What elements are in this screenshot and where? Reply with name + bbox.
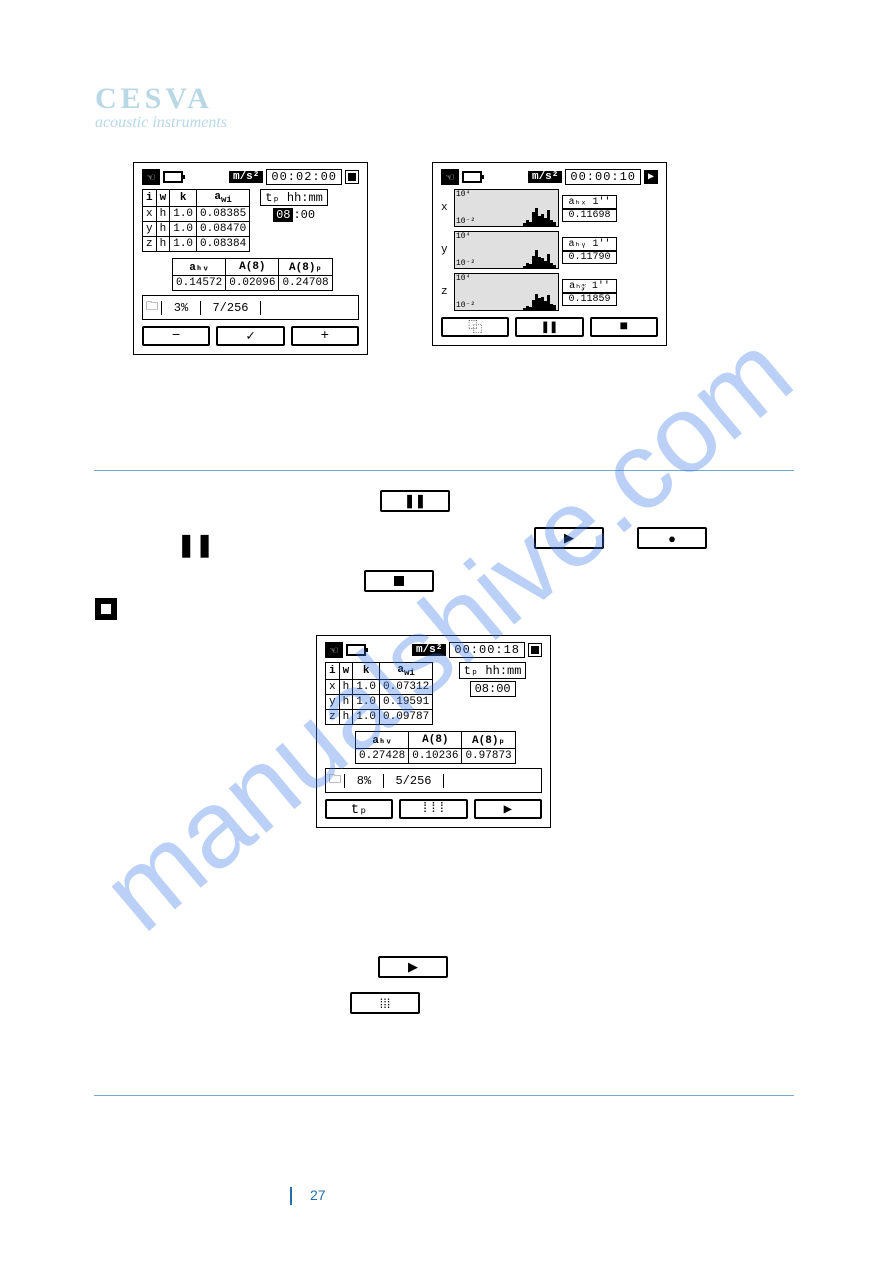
- unit-label: m/s²: [412, 644, 446, 656]
- unit-label: m/s²: [528, 171, 562, 183]
- tp-hh: 08: [273, 208, 293, 222]
- pause-glyph: ❚❚: [177, 532, 214, 558]
- logo-brand: CESVA: [95, 82, 227, 116]
- tp-label: tₚ hh:mm: [260, 189, 328, 206]
- folder-icon: 🗀: [143, 297, 161, 318]
- grid-hw-button[interactable]: ⁞⁞⁞: [350, 992, 420, 1014]
- play-state-icon: ▶: [644, 170, 658, 184]
- hand-icon: ☜: [325, 642, 343, 658]
- chart-z: z 10⁴10⁻² aₕ𝓏 1''0.11859: [441, 273, 658, 311]
- page-divider: [290, 1187, 292, 1205]
- hv-table: aₕᵥA(8)A(8)ₚ 0.274280.102360.97873: [355, 731, 516, 764]
- grid-button[interactable]: ⁞⁞⁞: [399, 799, 467, 819]
- play-button[interactable]: ▶: [474, 799, 542, 819]
- tp-label: tₚ hh:mm: [459, 662, 527, 679]
- chart-x: x 10⁴10⁻² aₕₓ 1''0.11698: [441, 189, 658, 227]
- hand-icon: ☜: [441, 169, 459, 185]
- clock: 00:00:10: [565, 169, 641, 185]
- play-hw-button[interactable]: ▶: [534, 527, 604, 549]
- panel-graph-running: ☜ m/s² 00:00:10 ▶ x 10⁴10⁻² aₕₓ 1''0.116…: [432, 162, 667, 346]
- pause-button[interactable]: ❚❚: [515, 317, 583, 337]
- panel-numeric-stopped: ☜ m/s² 00:00:18 iwkawi xh1.00.07312 yh1.…: [316, 635, 551, 828]
- hv-table: aₕᵥA(8)A(8)ₚ 0.145720.020960.24708: [172, 258, 333, 291]
- logo-tagline: acoustic instruments: [95, 114, 227, 132]
- memory-row: 🗀 8% 5/256: [325, 768, 542, 793]
- clock: 00:00:18: [449, 642, 525, 658]
- panel-numeric-running: ☜ m/s² 00:02:00 iwkawi xh1.00.08385 yh1.…: [133, 162, 368, 355]
- tp-value: 08:00: [470, 681, 516, 697]
- folder-icon: 🗀: [326, 770, 344, 791]
- stop-state-icon: [345, 170, 359, 184]
- copy-button[interactable]: ⿻: [441, 317, 509, 337]
- chart-y: y 10⁴10⁻² aₕᵧ 1''0.11790: [441, 231, 658, 269]
- clock: 00:02:00: [266, 169, 342, 185]
- axis-table: iwkawi xh1.00.08385 yh1.00.08470 zh1.00.…: [142, 189, 250, 252]
- play-hw-button-2[interactable]: ▶: [378, 956, 448, 978]
- pause-hw-button[interactable]: ❚❚: [380, 490, 450, 512]
- stop-button[interactable]: ■: [590, 317, 658, 337]
- tp-button[interactable]: tₚ: [325, 799, 393, 819]
- unit-label: m/s²: [229, 171, 263, 183]
- hand-icon: ☜: [142, 169, 160, 185]
- page-number: 27: [310, 1187, 326, 1203]
- stop-state-icon: [528, 643, 542, 657]
- memory-row: 🗀 3% 7/256: [142, 295, 359, 320]
- stop-hw-button[interactable]: [364, 570, 434, 592]
- logo: CESVA acoustic instruments: [95, 82, 227, 132]
- plus-button[interactable]: +: [291, 326, 359, 346]
- stop-inverted-icon: [95, 598, 117, 620]
- tp-mm: :00: [293, 208, 315, 222]
- battery-icon: [346, 644, 366, 656]
- axis-table: iwkawi xh1.00.07312 yh1.00.19591 zh1.00.…: [325, 662, 433, 725]
- minus-button[interactable]: −: [142, 326, 210, 346]
- battery-icon: [462, 171, 482, 183]
- record-hw-button[interactable]: ●: [637, 527, 707, 549]
- confirm-button[interactable]: ✓: [216, 326, 284, 346]
- battery-icon: [163, 171, 183, 183]
